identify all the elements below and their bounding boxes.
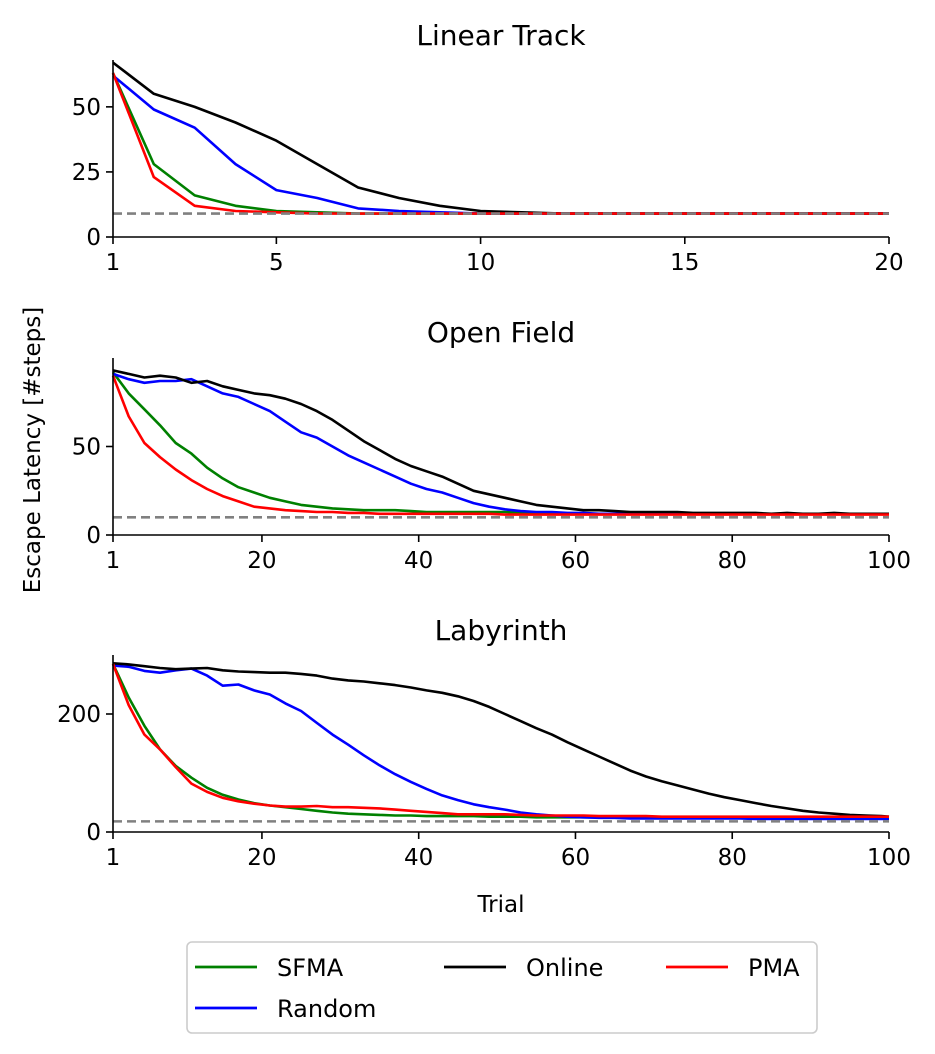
y-tick-label: 0	[86, 820, 101, 846]
legend-frame	[186, 941, 818, 1034]
panel-labyrinth: Labyrinth 1 20 40 60 80 100 0 200 Trial	[57, 614, 911, 918]
series-line-pma	[111, 375, 889, 516]
series-line-online	[112, 61, 889, 215]
x-tick-label: 10	[466, 250, 495, 276]
x-tick-label: 20	[247, 548, 276, 574]
x-tick-label: 5	[269, 250, 284, 276]
panel-title: Linear Track	[416, 19, 586, 52]
x-tick-label: 20	[874, 250, 903, 276]
y-tick-label: 50	[72, 435, 101, 461]
y-tick-label: 50	[72, 95, 101, 121]
x-tick-label: 80	[718, 548, 747, 574]
x-tick-label: 1	[106, 548, 121, 574]
series-line-random	[112, 74, 889, 215]
series-line-online	[112, 662, 890, 818]
legend: SFMA Online PMA Random	[186, 941, 818, 1034]
x-tick-label: 100	[867, 548, 911, 574]
legend-label-random: Random	[277, 995, 376, 1023]
x-tick-label: 1	[106, 250, 121, 276]
y-tick-label: 0	[86, 225, 101, 251]
legend-label-pma: PMA	[748, 954, 800, 982]
series-line-sfma	[111, 72, 889, 215]
x-tick-label: 100	[867, 845, 911, 871]
y-tick-label: 0	[86, 523, 101, 549]
x-tick-label: 40	[404, 845, 433, 871]
x-tick-label: 80	[718, 845, 747, 871]
panel-open-field: Open Field 1 20 40 60 80 100 0 50	[72, 316, 911, 574]
y-tick-label: 200	[57, 702, 101, 728]
series-line-pma	[111, 72, 889, 215]
series-line-sfma	[111, 663, 889, 819]
series-line-pma	[111, 663, 889, 819]
series-line-online	[112, 369, 889, 516]
x-tick-label: 1	[106, 845, 121, 871]
legend-label-sfma: SFMA	[277, 954, 344, 982]
x-tick-label: 40	[404, 548, 433, 574]
series-line-sfma	[111, 371, 889, 516]
panel-title: Labyrinth	[435, 614, 568, 647]
y-axis-label: Escape Latency [#steps]	[20, 307, 46, 594]
x-axis-label: Trial	[477, 892, 525, 918]
x-tick-label: 60	[561, 845, 590, 871]
x-tick-label: 20	[247, 845, 276, 871]
series-line-random	[112, 664, 889, 821]
panel-title: Open Field	[427, 316, 575, 349]
legend-label-online: Online	[526, 954, 603, 982]
series-line-random	[112, 372, 889, 516]
x-tick-label: 60	[561, 548, 590, 574]
y-tick-label: 25	[72, 160, 101, 186]
x-tick-label: 15	[670, 250, 699, 276]
